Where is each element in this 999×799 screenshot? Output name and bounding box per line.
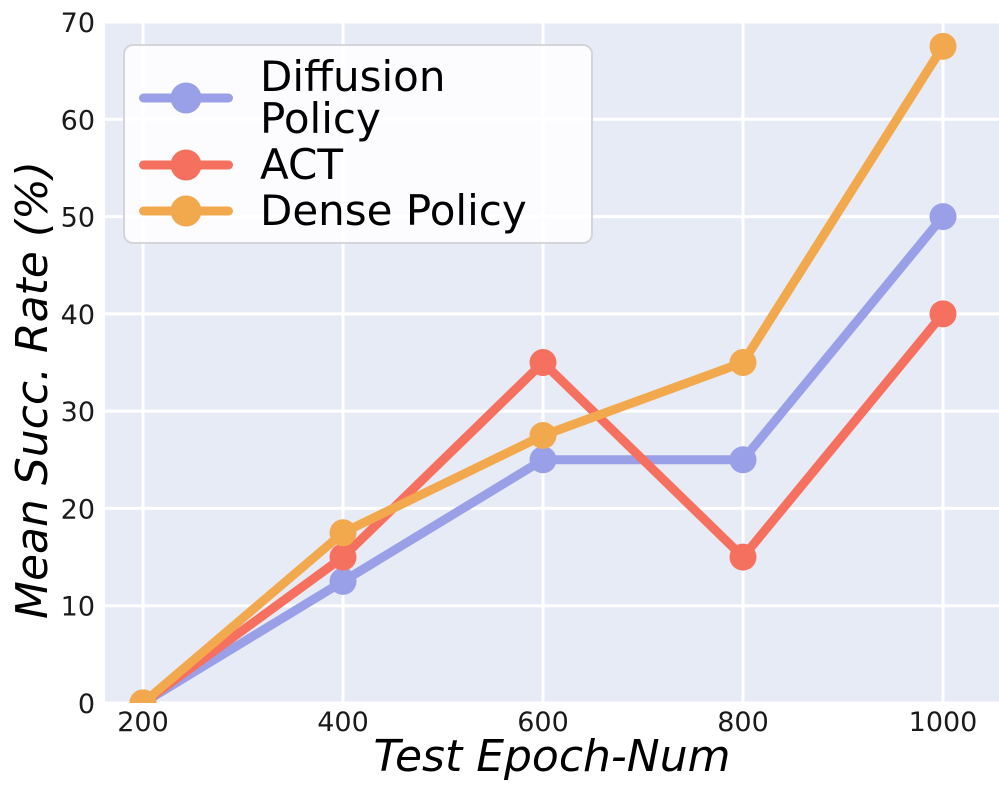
legend-label: Dense Policy: [260, 186, 527, 235]
data-point: [929, 300, 957, 328]
legend-item-diffusion-policy: Diffusion Policy: [139, 56, 577, 140]
y-tick-label: 0: [78, 689, 95, 720]
legend-dot-swatch: [170, 149, 202, 181]
x-tick-label: 400: [317, 707, 369, 738]
data-point: [729, 446, 757, 474]
legend-marker-act: [139, 148, 233, 182]
data-point: [529, 446, 557, 474]
data-point: [529, 421, 557, 449]
series-act: [129, 300, 957, 703]
legend-label: ACT: [260, 140, 343, 189]
legend: Diffusion Policy ACT Dense Policy: [123, 44, 593, 244]
y-tick-label: 10: [61, 592, 95, 623]
data-point: [729, 349, 757, 376]
y-tick-label: 50: [61, 203, 95, 234]
y-tick-label: 20: [61, 494, 95, 525]
data-point: [329, 543, 357, 571]
legend-marker-diffusion-policy: [139, 81, 233, 115]
y-tick-label: 30: [61, 397, 95, 428]
legend-label: Diffusion Policy: [260, 52, 446, 143]
data-point: [729, 543, 757, 571]
data-point: [129, 689, 157, 703]
y-tick-label: 70: [61, 8, 95, 39]
data-point: [529, 349, 557, 376]
x-axis-label: Test Epoch-Num: [373, 731, 731, 782]
data-point: [329, 519, 357, 547]
legend-marker-dense-policy: [139, 194, 233, 228]
legend-dot-swatch: [170, 82, 202, 114]
legend-item-act: ACT: [139, 144, 577, 186]
data-point: [929, 203, 957, 231]
y-tick-label: 40: [61, 300, 95, 331]
tick-labels: 200 400 600 800 1000 0 10 20 30 40 50 60 70: [61, 8, 978, 738]
x-tick-label: 600: [517, 707, 569, 738]
y-tick-label: 60: [61, 105, 95, 136]
series-layer: [129, 32, 957, 703]
series-dense-policy: [129, 32, 957, 703]
legend-dot-swatch: [170, 195, 202, 227]
x-tick-label: 1000: [909, 707, 978, 738]
legend-item-dense-policy: Dense Policy: [139, 190, 577, 232]
y-axis-label: Mean Succ. Rate (%): [7, 160, 58, 620]
x-tick-label: 800: [717, 707, 769, 738]
x-tick-label: 200: [117, 707, 169, 738]
data-point: [929, 32, 957, 60]
data-point: [329, 567, 357, 595]
